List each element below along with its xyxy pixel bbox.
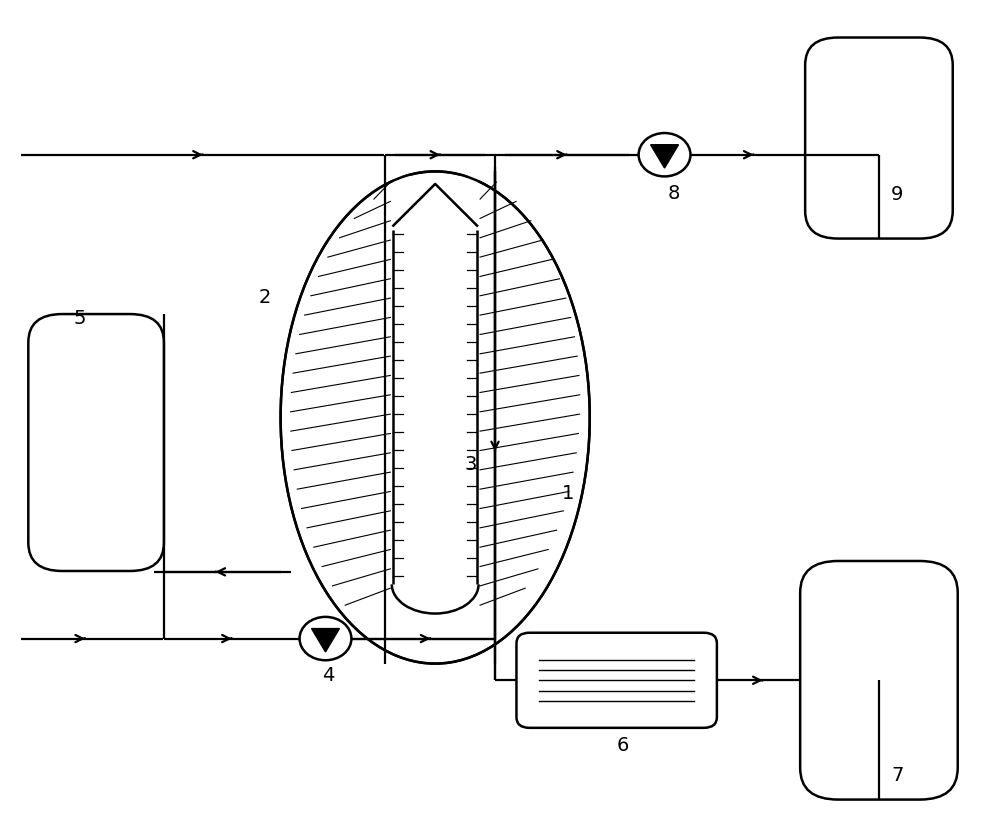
- Text: 2: 2: [259, 288, 271, 307]
- Circle shape: [639, 134, 690, 177]
- Text: 4: 4: [322, 665, 335, 684]
- Text: 5: 5: [73, 308, 86, 328]
- FancyBboxPatch shape: [28, 314, 164, 571]
- Text: 1: 1: [562, 483, 574, 502]
- FancyBboxPatch shape: [800, 561, 958, 799]
- Polygon shape: [312, 629, 339, 652]
- Bar: [393, 176, 477, 589]
- Ellipse shape: [281, 172, 590, 664]
- FancyBboxPatch shape: [516, 633, 717, 728]
- Text: 6: 6: [617, 735, 629, 754]
- Text: 3: 3: [464, 454, 476, 473]
- Text: 7: 7: [891, 765, 903, 784]
- Text: 9: 9: [891, 186, 903, 204]
- Text: 8: 8: [668, 184, 680, 202]
- FancyBboxPatch shape: [805, 38, 953, 239]
- Circle shape: [300, 617, 351, 660]
- Polygon shape: [651, 145, 679, 169]
